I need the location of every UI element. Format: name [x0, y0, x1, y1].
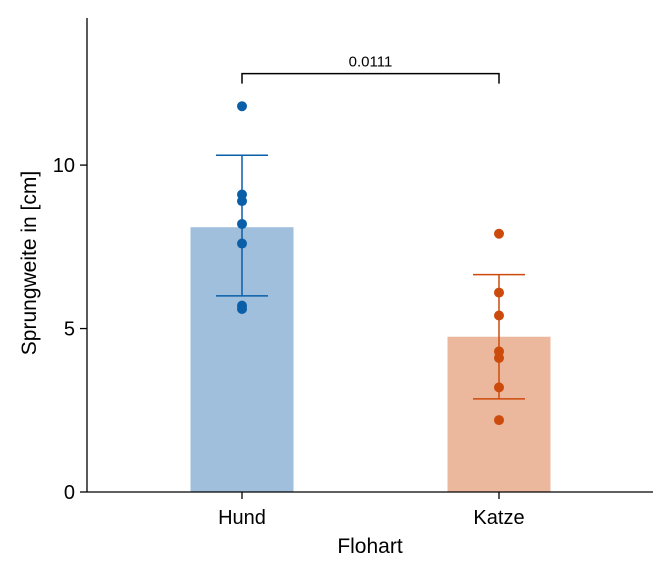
ticks-layer: 0 5 10 Hund Katze: [53, 155, 525, 529]
data-point-katze-5: [494, 352, 504, 363]
points-layer: [237, 101, 504, 426]
y-tick-label-0: 0: [64, 482, 75, 504]
significance-bracket: 0.0111: [241, 54, 500, 84]
data-point-katze-1: [494, 228, 504, 239]
y-axis-title: Sprungweite in [cm]: [18, 171, 41, 355]
data-point-katze-7: [494, 415, 504, 426]
y-tick-label-10: 10: [53, 155, 75, 177]
data-point-katze-3: [494, 310, 504, 321]
significance-label: 0.0111: [349, 54, 393, 71]
data-point-hund-5: [237, 238, 247, 249]
y-tick-label-5: 5: [64, 319, 75, 341]
data-point-hund-4: [237, 218, 247, 229]
data-point-hund-3: [237, 196, 247, 207]
significance-bracket-line: [241, 72, 500, 84]
axes-layer: [86, 18, 653, 493]
data-point-hund-7: [237, 303, 247, 314]
x-tick-label-katze: Katze: [473, 507, 524, 529]
x-axis-title: Flohart: [337, 535, 403, 558]
x-tick-label-hund: Hund: [218, 507, 266, 529]
data-point-katze-6: [494, 382, 504, 393]
data-point-katze-2: [494, 287, 504, 298]
data-point-hund-1: [237, 101, 247, 112]
